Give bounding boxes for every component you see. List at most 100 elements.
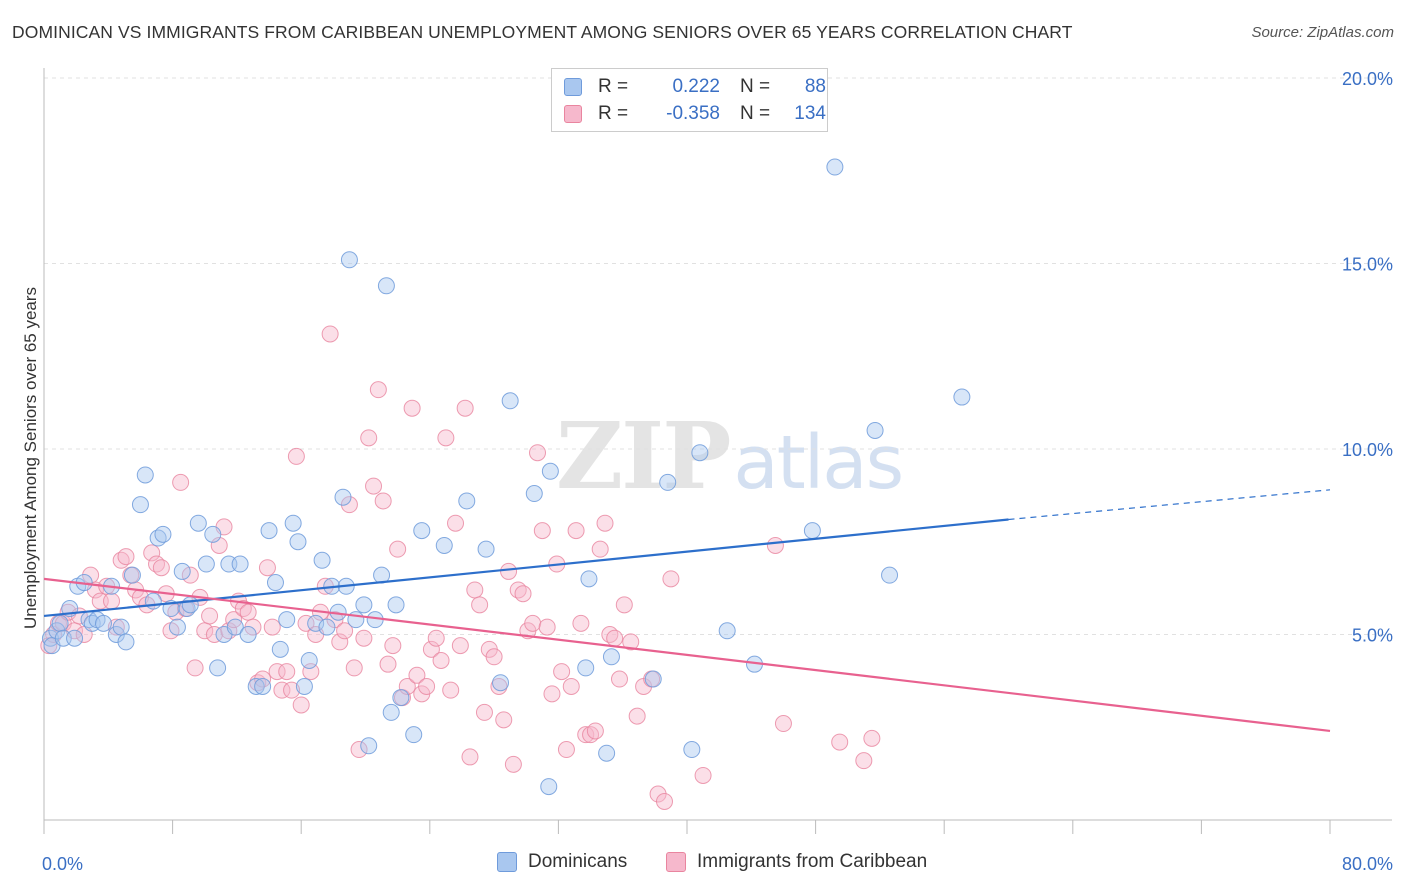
- data-point-dominicans: [117, 633, 135, 651]
- data-point-dominicans: [189, 514, 207, 532]
- y-tick-label: 15.0%: [1342, 255, 1393, 275]
- data-point-dominicans: [435, 536, 453, 554]
- trend-lines: [43, 489, 1331, 733]
- data-point-dominicans: [136, 466, 154, 484]
- data-point-immigrants: [408, 666, 426, 684]
- data-point-dominicans: [953, 388, 971, 406]
- data-point-immigrants: [863, 729, 881, 747]
- n-label: N =: [740, 103, 771, 124]
- data-point-dominicans: [284, 514, 302, 532]
- data-point-immigrants: [268, 663, 286, 681]
- data-point-immigrants: [365, 477, 383, 495]
- data-point-immigrants: [278, 663, 296, 681]
- legend-label-immigrants: Immigrants from Caribbean: [697, 851, 928, 872]
- data-point-dominicans: [803, 522, 821, 540]
- data-point-immigrants: [297, 614, 315, 632]
- data-point-dominicans: [355, 596, 373, 614]
- data-point-immigrants: [283, 681, 301, 699]
- data-point-immigrants: [557, 741, 575, 759]
- data-point-immigrants: [500, 562, 518, 580]
- data-point-immigrants: [201, 607, 219, 625]
- r-label: R =: [598, 103, 629, 124]
- data-point-immigrants: [553, 663, 571, 681]
- data-point-immigrants: [567, 522, 585, 540]
- data-point-immigrants: [615, 596, 633, 614]
- data-point-dominicans: [659, 473, 677, 491]
- data-point-dominicans: [154, 525, 172, 543]
- data-point-immigrants: [427, 629, 445, 647]
- data-point-dominicans: [173, 562, 191, 580]
- data-point-dominicans: [318, 618, 336, 636]
- trend-line-dominicans-extension: [1008, 489, 1331, 521]
- n-value: 88: [804, 76, 826, 97]
- data-point-immigrants: [524, 614, 542, 632]
- axes: [43, 68, 1392, 834]
- data-point-immigrants: [485, 648, 503, 666]
- data-point-dominicans: [458, 492, 476, 510]
- legend-item-dominicans: Dominicans: [497, 851, 627, 873]
- data-point-immigrants: [345, 659, 363, 677]
- data-point-dominicans: [313, 551, 331, 569]
- data-point-dominicans: [644, 670, 662, 688]
- data-point-dominicans: [340, 251, 358, 269]
- correlation-legend: R = 0.222 N = 88 R = -0.358 N = 134: [551, 68, 828, 132]
- data-point-immigrants: [766, 536, 784, 554]
- data-point-immigrants: [143, 544, 161, 562]
- legend-swatch-dominicans: [564, 78, 582, 96]
- x-tick-label: 0.0%: [42, 854, 83, 874]
- legend-swatch-immigrants: [666, 852, 686, 872]
- data-point-immigrants: [461, 748, 479, 766]
- legend-swatch-dominicans: [497, 852, 517, 872]
- data-point-immigrants: [103, 592, 121, 610]
- data-point-immigrants: [562, 677, 580, 695]
- data-point-immigrants: [360, 429, 378, 447]
- data-point-dominicans: [131, 496, 149, 514]
- data-point-dominicans: [881, 566, 899, 584]
- data-point-immigrants: [273, 681, 291, 699]
- data-point-dominicans: [718, 622, 736, 640]
- data-point-dominicans: [289, 533, 307, 551]
- data-point-dominicans: [144, 592, 162, 610]
- n-value: 134: [794, 103, 826, 124]
- data-point-immigrants: [655, 792, 673, 810]
- data-point-dominicans: [123, 566, 141, 584]
- data-point-dominicans: [271, 640, 289, 658]
- legend-row-dominicans: R = 0.222 N = 88: [564, 76, 826, 98]
- data-point-dominicans: [204, 525, 222, 543]
- data-point-immigrants: [622, 633, 640, 651]
- data-point-immigrants: [495, 711, 513, 729]
- data-point-dominicans: [300, 651, 318, 669]
- data-point-dominicans: [540, 778, 558, 796]
- data-point-immigrants: [186, 659, 204, 677]
- legend-row-immigrants: R = -0.358 N = 134: [564, 103, 826, 125]
- data-point-immigrants: [374, 492, 392, 510]
- data-point-dominicans: [168, 618, 186, 636]
- data-point-immigrants: [831, 733, 849, 751]
- data-point-dominicans: [278, 611, 296, 629]
- data-point-immigrants: [572, 614, 590, 632]
- data-point-immigrants: [451, 637, 469, 655]
- watermark-atlas: atlas: [733, 420, 904, 506]
- source-label: Source: ZipAtlas.com: [1251, 24, 1394, 41]
- tick-labels: 5.0% 10.0% 15.0% 20.0% 0.0% 80.0%: [42, 69, 1393, 874]
- data-point-immigrants: [350, 741, 368, 759]
- data-point-immigrants: [628, 707, 646, 725]
- data-point-immigrants: [514, 585, 532, 603]
- data-point-dominicans: [254, 677, 272, 695]
- data-point-dominicans: [501, 392, 519, 410]
- data-point-dominicans: [413, 522, 431, 540]
- watermark: ZIPatlas: [556, 402, 904, 510]
- r-value: 0.222: [672, 76, 720, 97]
- data-point-dominicans: [382, 703, 400, 721]
- data-point-immigrants: [586, 722, 604, 740]
- data-point-immigrants: [538, 618, 556, 636]
- data-point-dominicans: [334, 488, 352, 506]
- data-point-dominicans: [66, 629, 84, 647]
- data-point-immigrants: [456, 399, 474, 417]
- data-point-dominicans: [525, 485, 543, 503]
- data-point-immigrants: [422, 640, 440, 658]
- data-point-dominicans: [492, 674, 510, 692]
- data-point-immigrants: [694, 766, 712, 784]
- r-label: R =: [598, 76, 629, 97]
